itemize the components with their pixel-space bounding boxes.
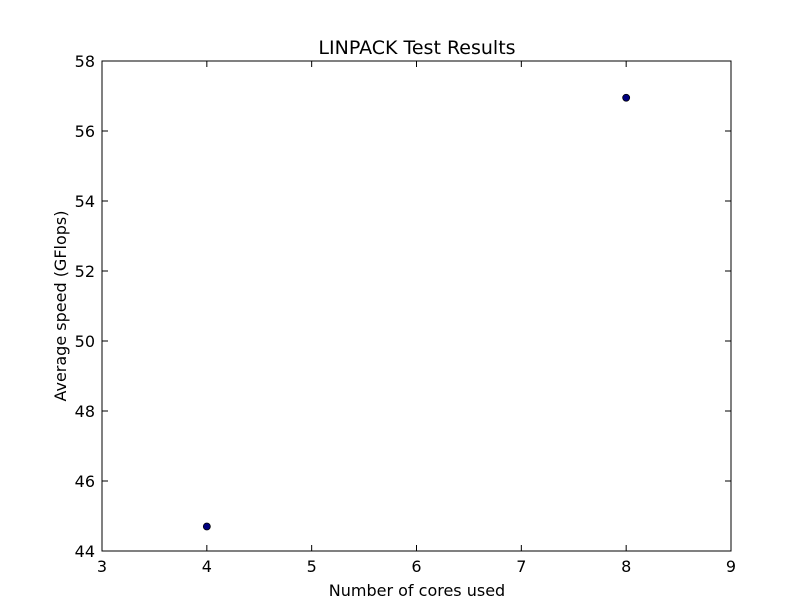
y-tick-label: 44 <box>75 542 95 561</box>
data-point <box>622 93 631 102</box>
x-tick-label: 6 <box>411 557 421 576</box>
y-tick-label: 52 <box>75 262 95 281</box>
data-points <box>202 93 631 531</box>
chart-title: LINPACK Test Results <box>318 37 515 59</box>
y-tick-label: 46 <box>75 472 95 491</box>
y-tick-label: 58 <box>75 52 95 71</box>
y-axis: 44 46 48 50 52 54 56 58 <box>75 52 731 561</box>
x-tick-label: 3 <box>97 557 107 576</box>
y-tick-label: 56 <box>75 122 95 141</box>
y-tick-label: 50 <box>75 332 95 351</box>
y-tick-label: 48 <box>75 402 95 421</box>
y-axis-label: Average speed (GFlops) <box>51 210 70 401</box>
x-tick-label: 8 <box>621 557 631 576</box>
x-axis: 3 4 5 6 7 8 9 <box>97 61 736 576</box>
x-axis-label: Number of cores used <box>329 581 505 600</box>
x-tick-label: 5 <box>307 557 317 576</box>
plot-area <box>101 60 732 552</box>
x-tick-label: 7 <box>516 557 526 576</box>
data-point <box>202 522 211 531</box>
y-tick-label: 54 <box>75 192 95 211</box>
x-tick-label: 4 <box>202 557 212 576</box>
x-tick-label: 9 <box>726 557 736 576</box>
